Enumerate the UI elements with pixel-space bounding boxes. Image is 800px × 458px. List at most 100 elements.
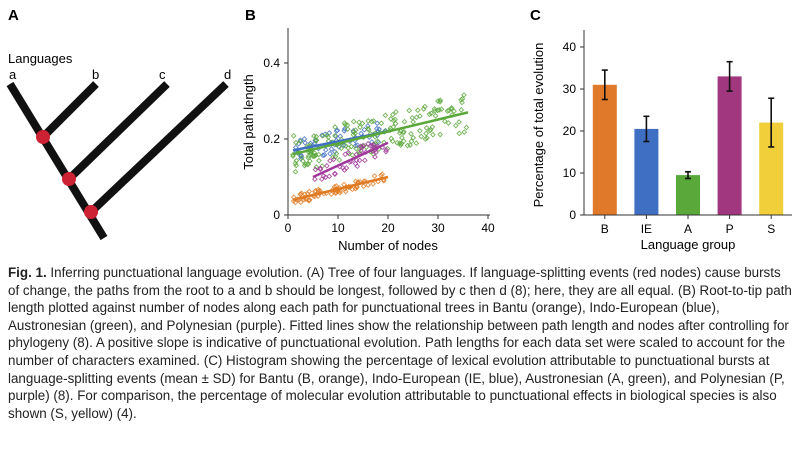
split-node-3: [84, 205, 98, 219]
scatter-point: [338, 145, 345, 152]
scatter-point: [397, 140, 403, 146]
scatter-point: [359, 120, 366, 127]
scatter-point: [358, 148, 364, 154]
scatter-point: [311, 153, 317, 160]
scatter-point: [382, 112, 389, 119]
scatter-point: [383, 146, 389, 153]
scatter-point: [427, 126, 434, 133]
scatter-point: [378, 120, 385, 127]
scatter-point: [389, 111, 396, 118]
scatter-point: [293, 162, 300, 169]
scatter-point: [453, 122, 459, 129]
scatter-point: [441, 118, 448, 125]
scatter-point: [401, 118, 408, 125]
scatter-point: [459, 95, 466, 102]
bar-chart: C 0 10 20 30 40 B IE A P S Language group Pe…: [530, 7, 792, 252]
scatter-point: [332, 132, 338, 139]
scatter-point: [422, 136, 429, 142]
scatter-point: [320, 173, 327, 179]
caption-text: Inferring punctuational language evoluti…: [8, 265, 792, 421]
scatter-point: [409, 114, 416, 121]
scatter-point: [362, 157, 368, 164]
scatter-point: [312, 166, 319, 173]
scatter-point: [297, 138, 304, 145]
scatter-point: [417, 113, 423, 119]
scatter-point: [352, 185, 359, 192]
scatter-point: [317, 165, 324, 172]
scatter-point: [437, 131, 444, 138]
scatter-point: [324, 163, 330, 169]
scatter-point: [322, 147, 329, 153]
scatter-point: [298, 190, 305, 197]
scatter-point: [407, 142, 413, 148]
y-tick-label-30: 30: [563, 82, 577, 96]
scatter-point: [365, 125, 371, 132]
leaf-label-d: d: [224, 67, 231, 82]
scatter-point: [370, 180, 376, 187]
scatter-point: [341, 120, 348, 126]
scatter-point: [301, 162, 308, 169]
scatter-point: [430, 131, 436, 138]
scatter-point: [312, 137, 318, 144]
scatter-point: [336, 157, 343, 163]
x-tick-label-20: 20: [381, 221, 395, 235]
scatter-point: [423, 125, 430, 131]
x-axis-label: Language group: [641, 237, 736, 252]
scatter-point: [408, 138, 415, 145]
scatter-point: [437, 98, 443, 105]
scatter-point: [352, 130, 358, 137]
scatter-point: [332, 124, 338, 130]
scatter-point: [374, 120, 381, 127]
scatter-point: [370, 118, 377, 124]
y-tick-label-0: 0: [273, 208, 280, 222]
scatter-point: [303, 196, 309, 203]
scatter-point: [444, 108, 451, 114]
x-tick-label-0: 0: [285, 221, 292, 235]
scatter-point: [414, 107, 421, 114]
panel-c-bars: C 0 10 20 30 40 B IE A P S Language group Pe…: [525, 0, 800, 260]
scatter-point: [423, 130, 429, 137]
category-label: B: [601, 222, 609, 236]
scatter-point: [326, 173, 333, 180]
panel-b-letter: B: [245, 7, 256, 24]
scatter-point: [356, 119, 362, 126]
scatter-point: [328, 191, 335, 198]
scatter-point: [404, 142, 411, 149]
scatter-point: [321, 152, 328, 158]
scatter-point: [315, 186, 322, 193]
scatter-point: [426, 111, 433, 118]
scatter-point: [368, 143, 374, 149]
scatter-point: [431, 106, 438, 112]
scatter-point: [388, 135, 395, 142]
scatter-point: [420, 106, 427, 112]
scatter-point: [387, 116, 394, 122]
figure-caption: Fig. 1. Inferring punctuational language…: [8, 264, 794, 422]
scatter-point: [352, 160, 359, 167]
scatter-point: [458, 107, 465, 113]
scatter-point: [343, 165, 350, 171]
scatter-point: [290, 133, 297, 139]
x-tick-label-10: 10: [331, 221, 345, 235]
scatter-point: [370, 141, 376, 148]
y-tick-label-0: 0: [569, 208, 576, 222]
scatter-point: [401, 128, 407, 135]
scatter-point: [399, 134, 405, 141]
scatter-point: [458, 96, 464, 103]
scatter-point: [302, 139, 308, 146]
scatter-point: [413, 140, 420, 147]
scatter-point: [456, 130, 463, 137]
y-tick-label-20: 20: [563, 124, 577, 138]
scatter-point: [345, 149, 352, 156]
scatter-point: [290, 153, 296, 159]
scatter-point: [313, 164, 320, 170]
scatter-point: [390, 117, 397, 124]
scatter-point: [436, 107, 443, 113]
scatter-point: [417, 127, 423, 134]
fit-line: [312, 141, 389, 179]
scatter-point: [334, 127, 341, 134]
scatter-point: [297, 137, 304, 144]
scatter-point: [357, 124, 363, 130]
scatter-point: [330, 156, 337, 163]
scatter-point: [292, 160, 299, 167]
scatter-point: [346, 150, 352, 157]
